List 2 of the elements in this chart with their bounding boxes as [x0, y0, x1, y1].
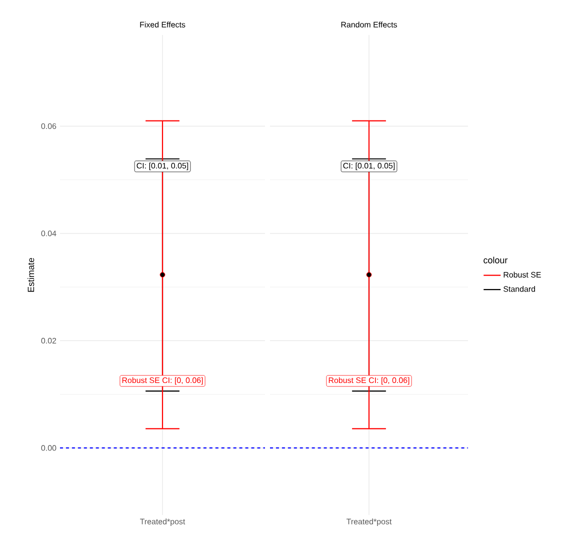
legend-title: colour: [484, 256, 508, 264]
y-axis-title: Estimate: [28, 258, 34, 292]
